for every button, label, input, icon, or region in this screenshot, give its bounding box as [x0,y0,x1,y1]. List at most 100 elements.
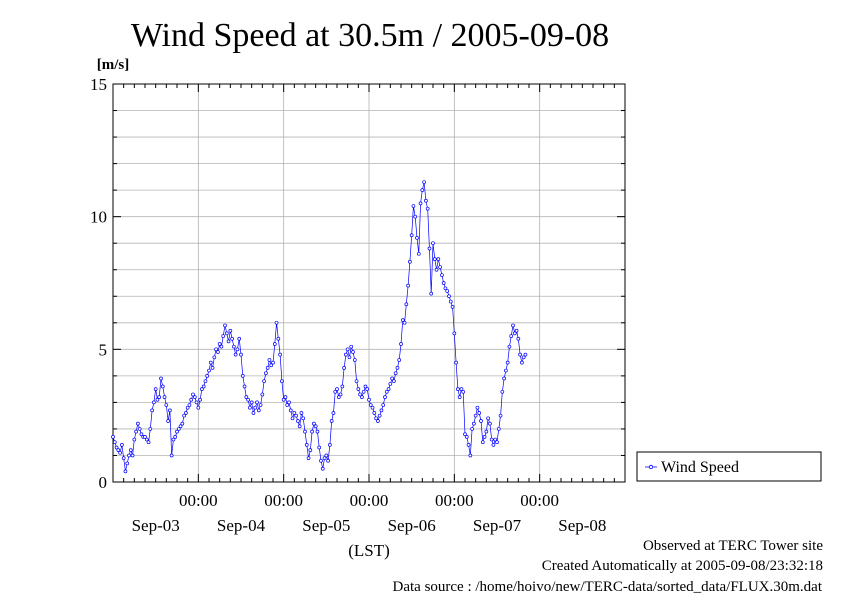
data-point-wind-speed [427,246,432,251]
data-point-wind-speed [308,448,313,453]
data-point-wind-speed [127,453,131,458]
data-point-wind-speed [210,366,215,370]
data-point-wind-speed [349,344,354,349]
data-point-wind-speed [441,281,446,285]
data-point-wind-speed [287,400,291,405]
data-point-wind-speed [468,453,473,458]
data-point-wind-speed [121,456,126,460]
data-point-wind-speed [432,257,437,261]
data-point-wind-speed [464,435,469,439]
data-point-wind-speed [232,344,236,349]
data-point-wind-speed [472,421,476,426]
data-point-wind-speed [267,358,272,362]
data-point-wind-speed [443,286,448,291]
data-point-wind-speed [153,387,158,391]
data-point-wind-speed [224,331,229,336]
data-point-wind-speed [445,289,450,293]
data-point-wind-speed [450,305,455,309]
data-point-wind-speed [242,384,247,389]
data-point-wind-speed [470,427,474,431]
legend: Wind Speed [636,451,822,482]
data-point-wind-speed [157,395,162,399]
data-point-wind-speed [365,387,370,391]
footer-observed: Observed at TERC Tower site [643,538,823,554]
data-point-wind-speed [518,352,522,357]
data-point-wind-speed [395,366,400,370]
data-point-wind-speed [219,344,224,349]
data-point-wind-speed [447,294,451,299]
data-point-wind-speed [246,397,250,402]
data-point-wind-speed [185,405,190,410]
data-point-wind-speed [116,448,121,453]
data-point-wind-speed [132,437,137,442]
data-point-wind-speed [520,360,524,365]
data-point-wind-speed [169,453,174,458]
data-point-wind-speed [507,344,512,349]
data-point-wind-speed [415,236,419,240]
data-point-wind-speed [514,328,519,333]
x-time-tick-label: 00:00 [435,491,474,510]
data-point-wind-speed [463,432,467,437]
data-point-wind-speed [226,339,231,344]
data-point-wind-speed [461,389,466,394]
data-point-wind-speed [296,419,300,423]
data-point-wind-speed [251,411,256,415]
data-point-wind-speed [511,323,515,328]
data-point-wind-speed [347,355,352,360]
data-point-wind-speed [406,283,410,288]
data-point-wind-speed [493,437,498,442]
data-point-wind-speed [411,204,416,208]
data-point-wind-speed [489,437,494,442]
grid-lines [113,84,625,482]
data-point-wind-speed [329,419,334,423]
data-point-wind-speed [276,336,281,341]
data-point-wind-speed [376,419,380,423]
data-point-wind-speed [496,427,501,431]
data-point-wind-speed [278,352,282,357]
data-point-wind-speed [459,387,464,391]
data-point-wind-speed [358,392,362,397]
data-point-wind-speed [397,358,402,362]
data-point-wind-speed [216,350,220,354]
data-point-wind-speed [356,387,361,391]
data-point-wind-speed [440,273,444,277]
x-date-label: Sep-06 [388,516,436,535]
data-point-wind-speed [200,387,204,391]
data-point-wind-speed [521,355,526,360]
data-point-wind-speed [512,331,517,336]
x-date-label: Sep-05 [302,516,350,535]
data-point-wind-speed [208,360,213,365]
data-point-wind-speed [285,403,290,407]
data-point-wind-speed [228,328,233,333]
data-point-wind-speed [205,374,210,378]
data-point-wind-speed [390,376,394,381]
data-point-wind-speed [523,352,528,357]
data-point-wind-speed [191,392,195,397]
data-point-wind-speed [310,429,314,434]
data-point-wind-speed [118,450,122,455]
data-point-wind-speed [384,389,389,394]
data-point-wind-speed [262,379,266,384]
data-point-wind-speed [230,336,234,341]
data-point-wind-speed [150,408,154,413]
data-point-wind-speed [354,379,359,384]
data-point-wind-speed [182,413,186,418]
data-point-wind-speed [217,342,222,346]
data-point-wind-speed [498,413,503,418]
data-point-wind-speed [180,421,185,426]
data-point-wind-speed [482,435,487,439]
data-point-wind-speed [424,198,428,203]
data-point-wind-speed [381,403,386,407]
data-point-wind-speed [386,387,391,391]
data-point-wind-speed [120,443,124,447]
data-point-wind-speed [320,466,325,471]
data-point-wind-speed [130,453,135,458]
data-point-wind-speed [388,381,393,386]
data-point-wind-speed [304,443,309,447]
data-point-wind-speed [331,411,336,415]
data-point-wind-speed [192,395,197,399]
data-point-wind-speed [201,384,206,389]
data-point-wind-speed [374,416,378,421]
data-point-wind-speed [408,259,412,264]
